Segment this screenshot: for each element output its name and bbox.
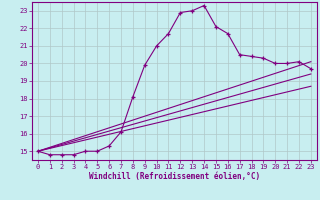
X-axis label: Windchill (Refroidissement éolien,°C): Windchill (Refroidissement éolien,°C) xyxy=(89,172,260,181)
